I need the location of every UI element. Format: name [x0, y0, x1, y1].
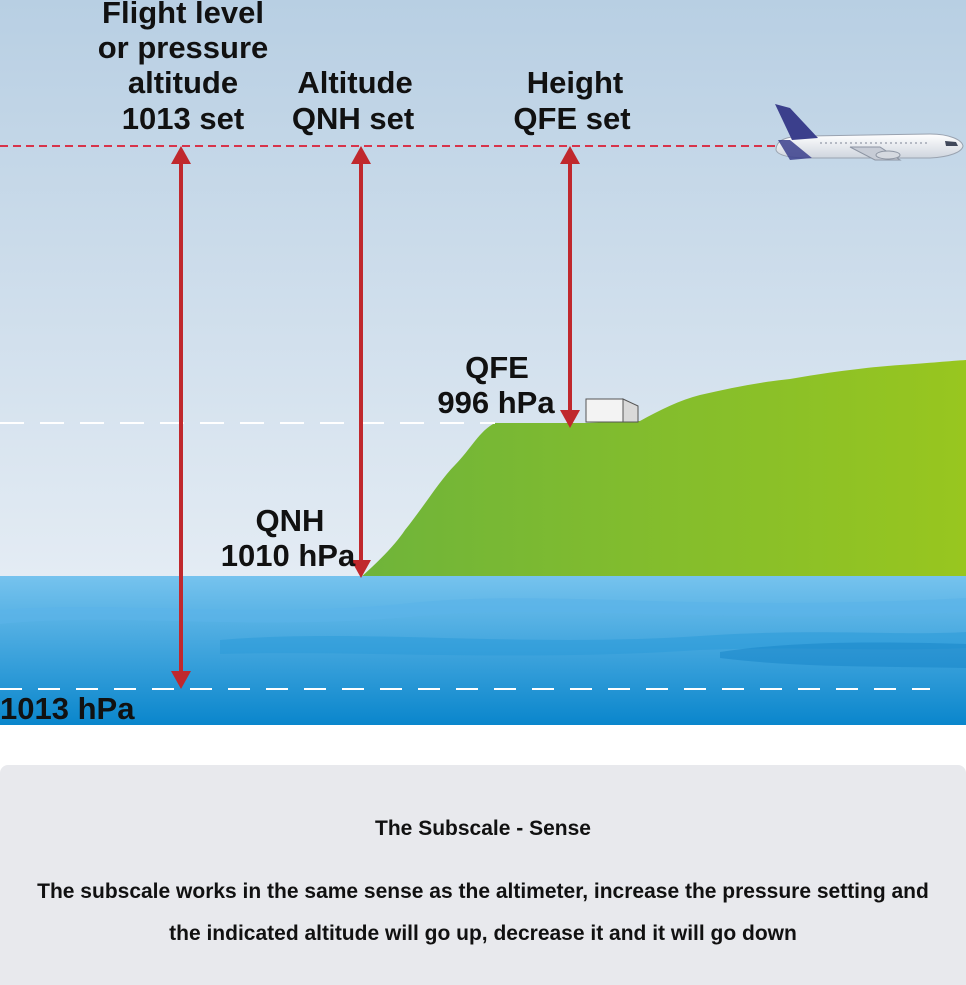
svg-text:1010 hPa: 1010 hPa: [221, 538, 356, 573]
aircraft-icon: [775, 104, 964, 161]
altitude-arrow: [351, 146, 371, 578]
svg-text:Altitude: Altitude: [297, 65, 412, 100]
svg-text:Flight level: Flight level: [102, 0, 264, 30]
svg-text:996 hPa: 996 hPa: [437, 385, 555, 420]
qnh-label: QNH 1010 hPa: [221, 503, 356, 573]
sea-wave-3: [720, 642, 966, 668]
caption-panel: The Subscale - Sense The subscale works …: [0, 765, 966, 985]
flight-level-label: Flight level or pressure altitude 1013 s…: [98, 0, 269, 136]
height-arrow: [560, 146, 580, 428]
standard-pressure-label: 1013 hPa: [0, 691, 135, 725]
sea-wave-1: [0, 598, 966, 624]
caption-title: The Subscale - Sense: [375, 817, 591, 840]
pressure-altitude-arrow: [171, 146, 191, 689]
sea-wave-2: [220, 632, 966, 656]
land-cliff: [360, 360, 966, 580]
building-icon: [585, 398, 639, 423]
qfe-label: QFE 996 hPa: [437, 350, 555, 420]
svg-text:QNH: QNH: [256, 503, 325, 538]
svg-text:QFE set: QFE set: [513, 101, 630, 136]
svg-text:QFE: QFE: [465, 350, 529, 385]
caption-body: The subscale works in the same sense as …: [37, 880, 929, 945]
svg-text:Height: Height: [527, 65, 623, 100]
svg-text:QNH set: QNH set: [292, 101, 414, 136]
svg-text:altitude: altitude: [128, 65, 238, 100]
height-label: Height QFE set: [513, 65, 630, 136]
altitude-label: Altitude QNH set: [292, 65, 414, 136]
altimeter-setting-diagram: Flight level or pressure altitude 1013 s…: [0, 0, 966, 725]
svg-text:or pressure: or pressure: [98, 30, 269, 65]
svg-text:1013 set: 1013 set: [122, 101, 244, 136]
diagram-canvas: Flight level or pressure altitude 1013 s…: [0, 0, 966, 725]
